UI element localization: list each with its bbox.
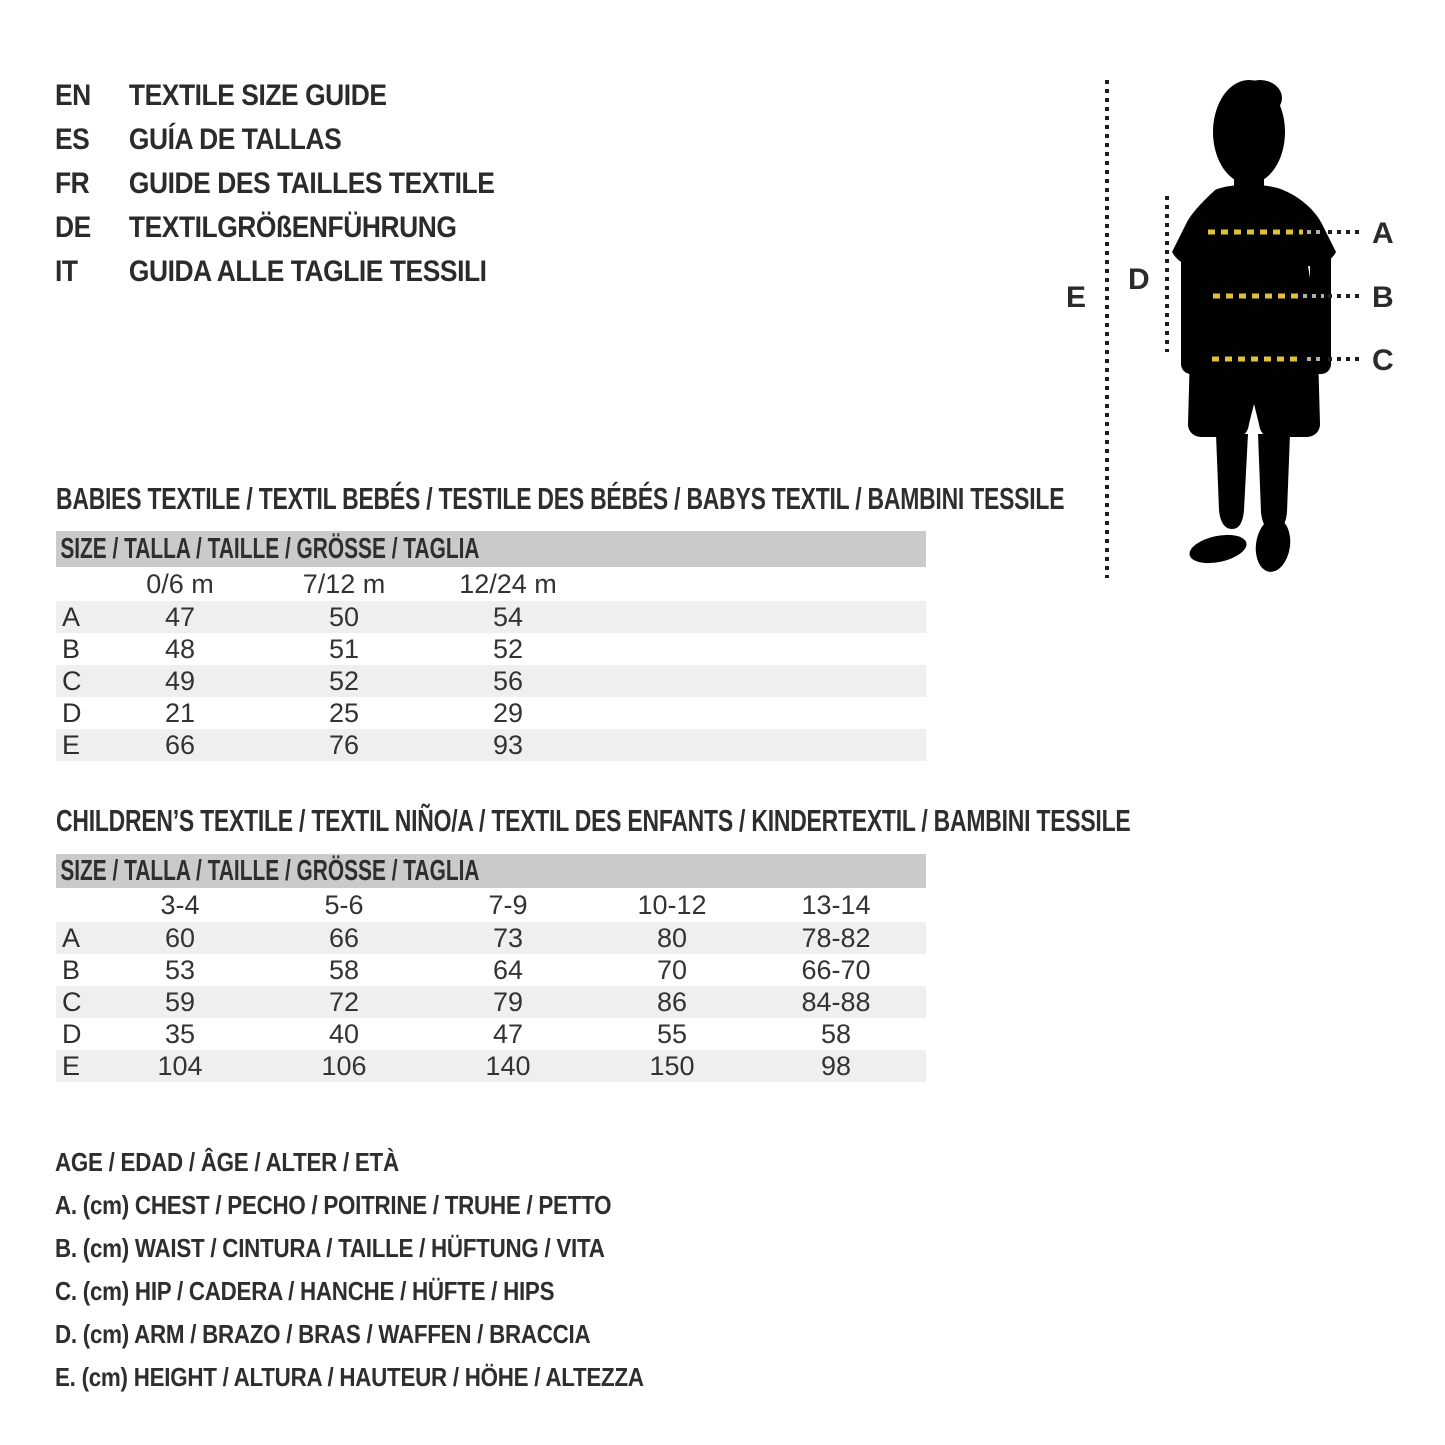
table-row: D 21 25 29: [62, 698, 524, 728]
babies-size-header-text: SIZE / TALLA / TAILLE / GRÖSSE / TAGLIA: [60, 532, 480, 565]
table-row: C 59 72 79 86 84-88: [56, 986, 926, 1018]
children-column-header-row: 3-4 5-6 7-9 10-12 13-14: [56, 888, 926, 922]
children-size-header-bar: SIZE / TALLA / TAILLE / GRÖSSE / TAGLIA: [56, 854, 926, 888]
legend-arm: D. (cm) ARM / BRAZO / BRAS / WAFFEN / BR…: [55, 1319, 591, 1349]
lang-title-fr: GUIDE DES TAILLES TEXTILE: [128, 167, 495, 200]
lang-title-en: TEXTILE SIZE GUIDE: [128, 79, 387, 112]
babies-section-title: BABIES TEXTILE / TEXTIL BEBÉS / TESTILE …: [56, 481, 1065, 516]
table-row: A 47 50 54: [56, 601, 926, 633]
legend-chest: A. (cm) CHEST / PECHO / POITRINE / TRUHE…: [55, 1190, 612, 1220]
children-col-3: 10-12: [637, 890, 707, 920]
babies-col-0: 0/6 m: [146, 569, 214, 599]
legend-height: E. (cm) HEIGHT / ALTURA / HAUTEUR / HÖHE…: [55, 1362, 644, 1392]
children-size-table: SIZE / TALLA / TAILLE / GRÖSSE / TAGLIA …: [56, 854, 926, 1082]
language-title-block: EN TEXTILE SIZE GUIDE ES GUÍA DE TALLAS …: [55, 74, 495, 294]
legend-age: AGE / EDAD / ÂGE / ALTER / ETÀ: [55, 1147, 399, 1177]
table-row: E 66 76 93: [56, 729, 926, 761]
table-row: B 48 51 52: [62, 634, 524, 664]
table-row: C 49 52 56: [56, 665, 926, 697]
table-row: B 53 58 64 70 66-70: [62, 955, 871, 985]
children-size-header-text: SIZE / TALLA / TAILLE / GRÖSSE / TAGLIA: [60, 854, 480, 887]
lang-code-de: DE: [55, 211, 91, 244]
figure-label-a: A: [1372, 217, 1394, 250]
lang-code-it: IT: [55, 255, 78, 288]
lang-line-fr: FR GUIDE DES TAILLES TEXTILE: [55, 162, 495, 206]
babies-column-header-row: 0/6 m 7/12 m 12/24 m: [56, 567, 926, 601]
lang-code-es: ES: [55, 123, 90, 156]
legend-hip: C. (cm) HIP / CADERA / HANCHE / HÜFTE / …: [55, 1276, 555, 1306]
legend-waist: B. (cm) WAIST / CINTURA / TAILLE / HÜFTU…: [55, 1233, 605, 1263]
children-col-4: 13-14: [801, 890, 871, 920]
table-row: E 104 106 140 150 98: [56, 1050, 926, 1082]
figure-label-b: B: [1372, 281, 1394, 314]
babies-size-header-bar: SIZE / TALLA / TAILLE / GRÖSSE / TAGLIA: [56, 531, 926, 567]
measurement-legend: AGE / EDAD / ÂGE / ALTER / ETÀ A. (cm) C…: [55, 1141, 740, 1399]
lang-code-fr: FR: [55, 167, 90, 200]
children-col-2: 7-9: [488, 890, 528, 920]
lang-code-en: EN: [55, 79, 91, 112]
lang-line-en: EN TEXTILE SIZE GUIDE: [55, 74, 494, 118]
table-row: D 35 40 47 55 58: [62, 1019, 852, 1049]
lang-title-it: GUIDA ALLE TAGLIE TESSILI: [128, 255, 487, 288]
table-row: A 60 66 73 80 78-82: [56, 922, 926, 954]
lang-title-es: GUÍA DE TALLAS: [128, 123, 342, 156]
children-section-title: CHILDREN’S TEXTILE / TEXTIL NIÑO/A / TEX…: [56, 803, 1131, 838]
child-silhouette-figure: A B C D E: [1066, 80, 1394, 578]
babies-col-2: 12/24 m: [459, 569, 557, 599]
lang-line-it: IT GUIDA ALLE TAGLIE TESSILI: [55, 250, 494, 294]
lang-title-de: TEXTILGRÖßENFÜHRUNG: [128, 211, 457, 244]
lang-line-es: ES GUÍA DE TALLAS: [55, 118, 494, 162]
babies-col-1: 7/12 m: [302, 569, 386, 599]
figure-label-e: E: [1066, 281, 1086, 314]
children-col-0: 3-4: [160, 890, 200, 920]
children-col-1: 5-6: [324, 890, 364, 920]
lang-line-de: DE TEXTILGRÖßENFÜHRUNG: [55, 206, 494, 250]
figure-label-c: C: [1372, 344, 1394, 377]
figure-label-d: D: [1128, 263, 1150, 296]
silhouette-shape: [1172, 80, 1336, 572]
babies-size-table: SIZE / TALLA / TAILLE / GRÖSSE / TAGLIA …: [56, 531, 926, 761]
